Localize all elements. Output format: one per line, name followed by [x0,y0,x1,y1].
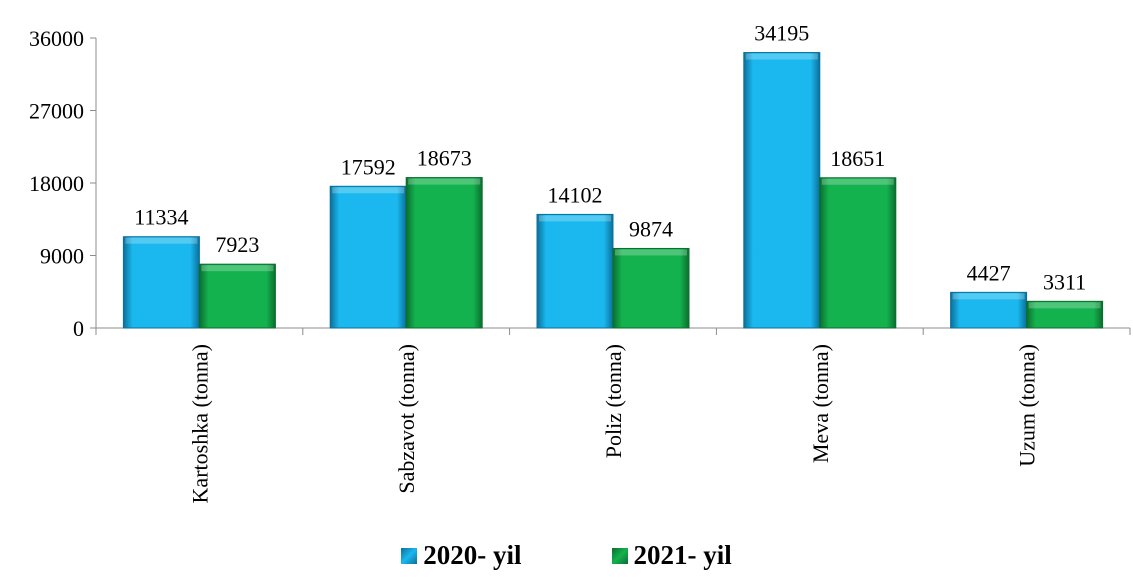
y-tick-label: 0 [73,316,84,341]
bar-highlight [952,293,1025,300]
data-label-2020: 14102 [548,182,603,207]
bar-highlight [821,178,894,185]
bar-highlight [615,249,687,256]
bar-2021 [1026,300,1104,329]
bar-2020 [743,52,821,329]
bar-2021 [612,247,690,329]
x-tick-label: Meva (tonna) [808,344,833,463]
data-label-2021: 3311 [1043,269,1086,294]
y-tick-label: 9000 [40,244,84,269]
bar-2021 [198,263,276,329]
data-label-2021: 7923 [215,232,259,257]
bar-chart: 0 9000 18000 27000 36000 Kartoshka (tonna) Sab… [29,21,1131,503]
x-tick-label: Sabzavot (tonna) [394,344,419,494]
bar-2021 [405,177,483,329]
legend-label-2021: 2021- yil [633,540,732,570]
bar-highlight [125,237,198,244]
x-tick-label: Poliz (tonna) [601,344,626,458]
data-label-2020: 34195 [754,21,809,46]
legend-swatch-2020 [401,547,418,564]
y-tick-label: 36000 [29,26,84,51]
legend-item-2021: 2021- yil [611,540,732,571]
bar-highlight [201,265,274,272]
bar-highlight [332,187,405,194]
y-tick-label: 27000 [29,99,84,124]
legend-item-2020: 2020- yil [401,540,522,571]
bar-highlight [1028,302,1101,309]
data-label-2021: 18673 [417,146,472,171]
data-label-2021: 18651 [830,146,885,171]
data-label-2020: 17592 [341,154,396,179]
data-label-2020: 11334 [134,205,188,230]
bar-2020 [329,185,407,329]
bar-highlight [539,215,611,222]
legend-swatch-2021 [611,547,628,564]
x-tick-label: Kartoshka (tonna) [187,344,212,503]
legend: 2020- yil 2021- yil [0,540,1133,571]
data-label-2020: 4427 [967,260,1011,285]
bar-highlight [745,53,818,60]
bar-2021 [819,177,897,329]
data-label-2021: 9874 [629,216,673,241]
y-tick-label: 18000 [29,171,84,196]
bar-2020 [122,236,200,329]
legend-label-2020: 2020- yil [423,540,522,570]
bar-highlight [408,178,481,185]
bar-2020 [536,213,614,329]
x-tick-label: Uzum (tonna) [1015,344,1040,467]
